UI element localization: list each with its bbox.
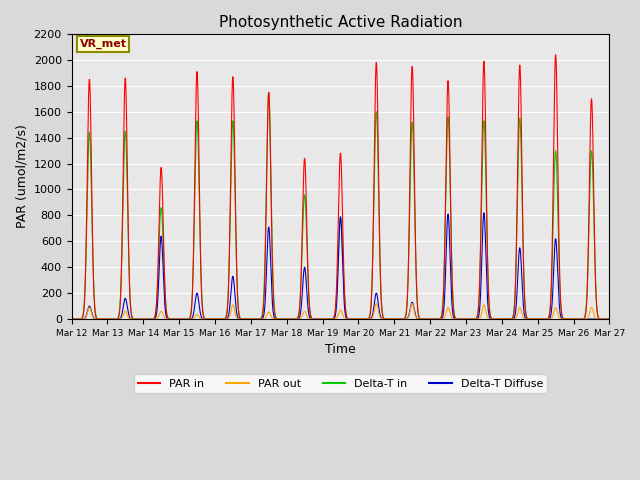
Delta-T in — [605, 316, 612, 322]
PAR in — [321, 316, 328, 322]
PAR in — [605, 316, 613, 322]
PAR out — [461, 316, 468, 322]
PAR in — [431, 316, 439, 322]
Line: Delta-T in: Delta-T in — [72, 94, 609, 319]
Delta-T in — [461, 316, 468, 322]
Delta-T Diffuse — [68, 316, 76, 322]
PAR in — [552, 52, 559, 58]
Delta-T Diffuse — [605, 316, 613, 322]
PAR out — [372, 300, 380, 306]
PAR out — [321, 316, 328, 322]
Delta-T Diffuse — [605, 316, 612, 322]
PAR in — [68, 316, 76, 322]
Line: Delta-T Diffuse: Delta-T Diffuse — [72, 213, 609, 319]
Delta-T in — [68, 316, 76, 322]
Delta-T in — [492, 316, 499, 322]
X-axis label: Time: Time — [325, 343, 356, 356]
Delta-T Diffuse — [164, 316, 172, 322]
Line: PAR out: PAR out — [72, 303, 609, 319]
Delta-T Diffuse — [431, 316, 439, 322]
Delta-T Diffuse — [480, 210, 488, 216]
PAR out — [164, 316, 172, 322]
Delta-T in — [605, 316, 613, 322]
Delta-T Diffuse — [321, 316, 328, 322]
Delta-T in — [321, 316, 328, 322]
Y-axis label: PAR (umol/m2/s): PAR (umol/m2/s) — [15, 125, 28, 228]
PAR out — [605, 316, 613, 322]
PAR out — [492, 316, 499, 322]
Delta-T in — [164, 315, 172, 321]
Delta-T Diffuse — [492, 316, 499, 322]
PAR in — [461, 316, 468, 322]
Title: Photosynthetic Active Radiation: Photosynthetic Active Radiation — [219, 15, 462, 30]
Delta-T Diffuse — [461, 316, 468, 322]
Legend: PAR in, PAR out, Delta-T in, Delta-T Diffuse: PAR in, PAR out, Delta-T in, Delta-T Dif… — [134, 374, 547, 393]
PAR out — [431, 316, 439, 322]
Delta-T in — [265, 91, 273, 96]
PAR out — [68, 316, 76, 322]
Text: VR_met: VR_met — [79, 39, 127, 49]
PAR in — [605, 316, 612, 322]
PAR in — [164, 315, 172, 321]
Line: PAR in: PAR in — [72, 55, 609, 319]
PAR in — [492, 316, 499, 322]
PAR out — [605, 316, 612, 322]
Delta-T in — [431, 316, 439, 322]
